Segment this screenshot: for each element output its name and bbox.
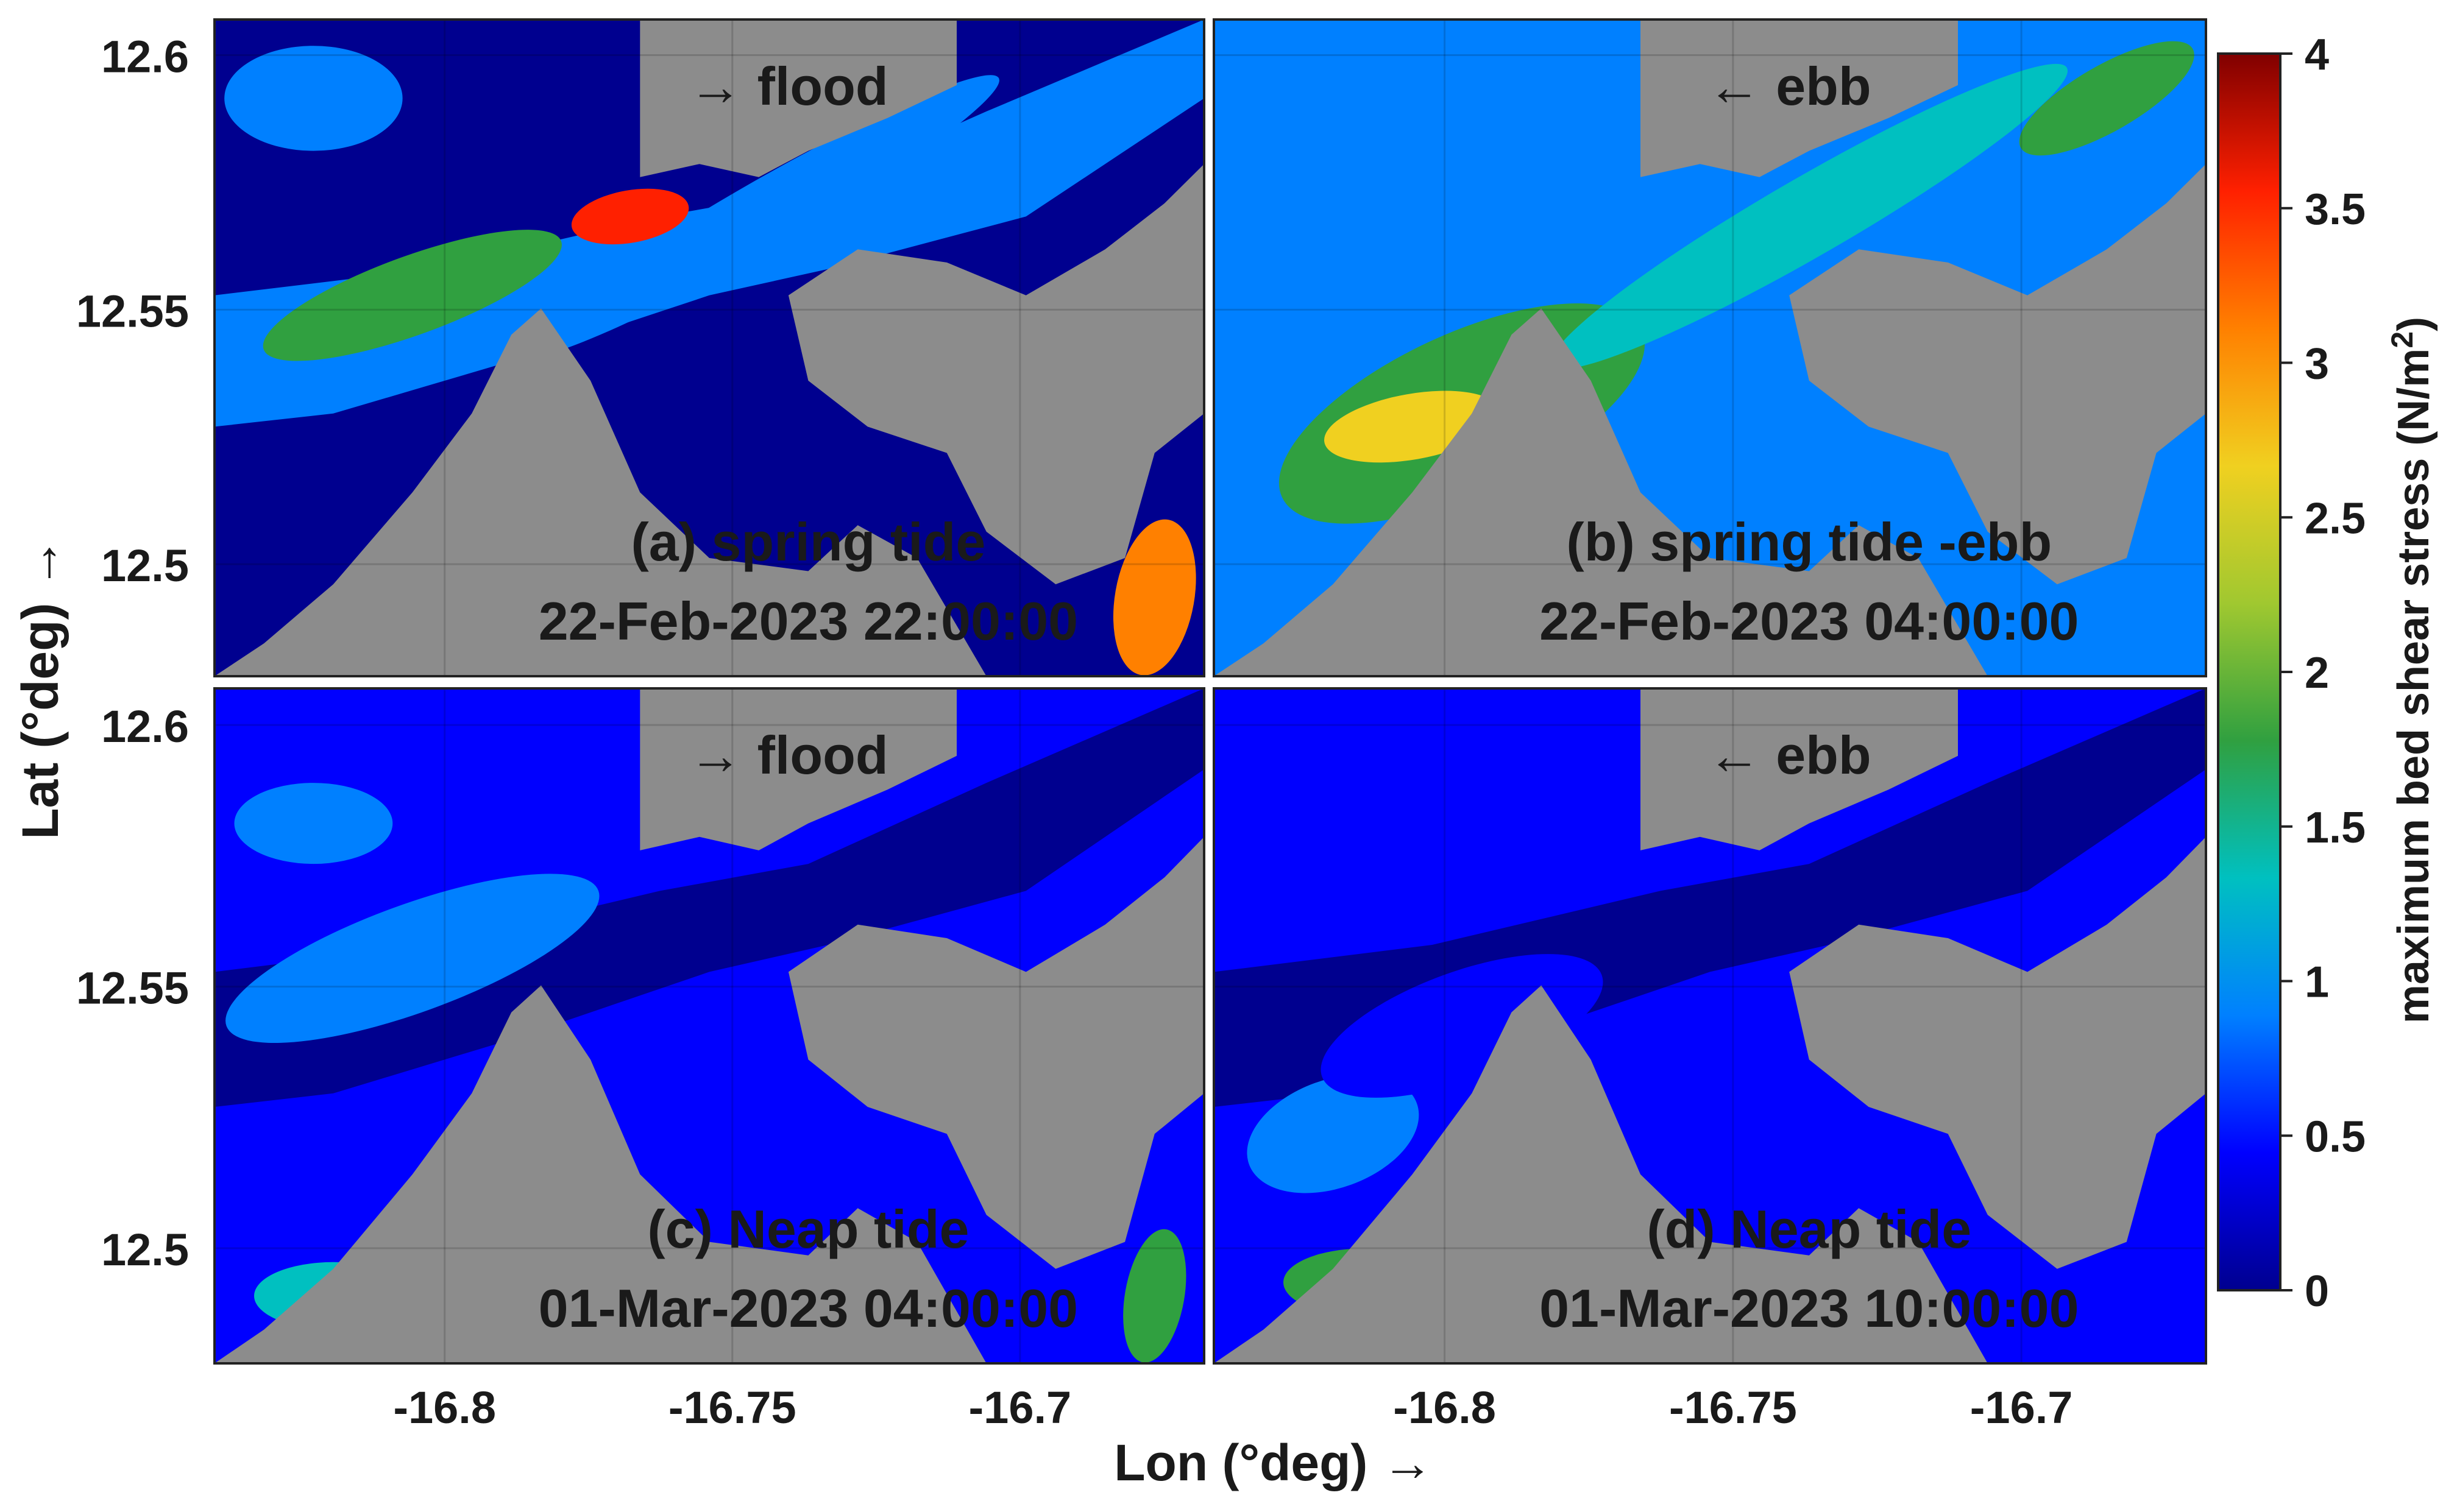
tide-direction-label: → flood bbox=[689, 56, 888, 116]
colorbar-tick-label: 4 bbox=[2305, 30, 2329, 79]
x-tick-label: -16.75 bbox=[668, 1382, 796, 1433]
colorbar-tick-label: 2 bbox=[2305, 649, 2329, 698]
land-south bbox=[1214, 308, 1988, 676]
colorbar-tick-label: 2.5 bbox=[2305, 494, 2366, 543]
panel-c: → flood (c) Neap tide 01-Mar-2023 04:00:00 bbox=[213, 687, 1205, 1365]
y-axis-label: Lat (°deg) → bbox=[12, 537, 69, 839]
land-north bbox=[640, 688, 957, 850]
panel-d: ← ebb (d) Neap tide 01-Mar-2023 10:00:00 bbox=[1213, 687, 2207, 1365]
panel-frame bbox=[1213, 687, 2207, 1365]
land-north bbox=[1640, 19, 1958, 177]
panel-a: → flood (a) spring tide 22-Feb-2023 22:00:… bbox=[213, 18, 1205, 677]
panel-d-field bbox=[1214, 688, 2206, 1363]
land-east bbox=[788, 164, 1204, 585]
colorbar-label: maximum bed shear stress (N/m2) bbox=[2385, 317, 2438, 1023]
colorbar-label-superscript: 2 bbox=[2385, 331, 2419, 348]
panel-title: (d) Neap tide bbox=[1647, 1199, 1971, 1259]
y-tick-label: 12.6 bbox=[101, 31, 189, 82]
x-tick-label: -16.75 bbox=[1669, 1382, 1797, 1433]
x-tick-labels: -16.8 -16.75 -16.7 -16.8 -16.75 -16.7 bbox=[393, 1382, 2072, 1433]
land-north bbox=[640, 19, 957, 177]
panel-frame bbox=[1213, 18, 2207, 677]
panel-timestamp: 22-Feb-2023 04:00:00 bbox=[1539, 591, 2079, 651]
y-tick-label: 12.55 bbox=[76, 286, 189, 336]
main-channel bbox=[1214, 19, 2206, 427]
x-tick-label: -16.8 bbox=[393, 1382, 496, 1433]
x-tick-label: -16.7 bbox=[969, 1382, 1072, 1433]
land-south bbox=[214, 985, 987, 1363]
stress-region-3 bbox=[1113, 519, 1196, 676]
x-tick-label: -16.8 bbox=[1393, 1382, 1496, 1433]
colorbar-tick-label: 0 bbox=[2305, 1267, 2329, 1316]
stress-region-5 bbox=[224, 46, 403, 151]
stress-region-5 bbox=[2019, 41, 2194, 156]
panel-a-field bbox=[214, 19, 1204, 676]
y-tick-label: 12.5 bbox=[101, 1224, 189, 1275]
tide-direction-label: ← ebb bbox=[1707, 725, 1871, 785]
y-tick-label: 12.5 bbox=[101, 540, 189, 591]
stress-region-4 bbox=[234, 783, 393, 864]
stress-region-3 bbox=[1123, 1229, 1186, 1363]
panel-frame bbox=[213, 687, 1205, 1365]
panels: → flood (a) spring tide 22-Feb-2023 22:00:… bbox=[213, 18, 2207, 1365]
panel-frame bbox=[213, 18, 1205, 677]
y-tick-label: 12.6 bbox=[101, 701, 189, 752]
y-tick-label: 12.55 bbox=[76, 963, 189, 1014]
panel-title: (a) spring tide bbox=[631, 512, 986, 572]
tide-direction-label: ← ebb bbox=[1707, 56, 1871, 116]
panel-b: ← ebb (b) spring tide -ebb 22-Feb-2023 04:… bbox=[1213, 18, 2207, 677]
colorbar-tick-label: 0.5 bbox=[2305, 1112, 2366, 1161]
panel-timestamp: 01-Mar-2023 10:00:00 bbox=[1539, 1278, 2079, 1338]
stress-region-1 bbox=[225, 874, 600, 1044]
colorbar-tick-label: 3 bbox=[2305, 340, 2329, 389]
panel-timestamp: 01-Mar-2023 04:00:00 bbox=[539, 1278, 1078, 1338]
colorbar: 0 0.5 1 1.5 2 2.5 3 3.5 4 maximum bed shear stre… bbox=[2217, 30, 2438, 1316]
colorbar-tick-label: 3.5 bbox=[2305, 185, 2366, 234]
stress-region-1 bbox=[263, 230, 562, 361]
land-east bbox=[1789, 164, 2206, 585]
stress-region-4 bbox=[1550, 63, 2068, 369]
stress-region-1 bbox=[1247, 1075, 1419, 1193]
colorbar-gradient bbox=[2217, 52, 2282, 1291]
panel-c-field bbox=[214, 688, 1204, 1363]
panel-timestamp: 22-Feb-2023 22:00:00 bbox=[539, 591, 1078, 651]
x-axis-label: Lon (°deg) → bbox=[1114, 1434, 1433, 1491]
panel-title: (c) Neap tide bbox=[647, 1199, 969, 1259]
colorbar-tick-label: 1.5 bbox=[2305, 804, 2366, 852]
y-tick-labels: 12.6 12.55 12.5 12.6 12.55 12.5 bbox=[76, 31, 189, 1275]
land-south bbox=[1214, 985, 1988, 1363]
colorbar-tick-label: 1 bbox=[2305, 958, 2329, 1007]
stress-region-2 bbox=[571, 188, 689, 245]
land-south bbox=[214, 308, 987, 676]
x-tick-label: -16.7 bbox=[1970, 1382, 2073, 1433]
land-east bbox=[1789, 836, 2206, 1269]
colorbar-ticks: 0 0.5 1 1.5 2 2.5 3 3.5 4 bbox=[2280, 30, 2366, 1316]
colorbar-label-end: ) bbox=[2389, 317, 2438, 331]
main-channel bbox=[214, 688, 1204, 1107]
stress-region-4 bbox=[518, 75, 999, 358]
panel-b-field bbox=[1214, 19, 2206, 676]
tide-direction-label: → flood bbox=[689, 725, 888, 785]
land-north bbox=[1640, 688, 1958, 850]
panel-title: (b) spring tide -ebb bbox=[1566, 512, 2052, 572]
stress-region-3 bbox=[1321, 954, 1603, 1098]
land-east bbox=[788, 836, 1204, 1269]
